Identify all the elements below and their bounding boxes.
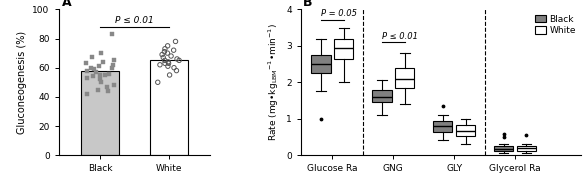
Point [160,47,170,50]
Text: P ≤ 0.01: P ≤ 0.01 [382,32,418,41]
Point [108,33,117,36]
Point [108,66,117,69]
Point [82,76,92,79]
Bar [150,60,188,155]
Point [99,60,108,63]
Point [97,52,106,55]
Point [158,56,168,59]
Point [160,62,170,65]
Point [165,73,174,76]
Point [153,81,163,84]
Text: B: B [303,0,312,9]
Point [83,92,92,95]
Point [104,72,114,75]
Point [166,55,176,58]
Point [109,63,118,66]
Point [89,68,98,71]
PathPatch shape [395,68,414,88]
Point [102,85,112,88]
Point [171,40,180,43]
Bar [81,71,119,155]
Y-axis label: Gluconeogenesis (%): Gluconeogenesis (%) [17,31,27,134]
Point [160,59,170,62]
Point [163,52,172,55]
Text: P ≤ 0.01: P ≤ 0.01 [115,16,154,25]
PathPatch shape [372,90,392,102]
Point [101,73,110,76]
Point [164,60,173,63]
Point [174,59,184,62]
PathPatch shape [311,55,330,73]
Point [155,63,164,66]
Point [93,88,103,91]
Point [169,66,178,69]
Text: A: A [62,0,72,9]
Point [173,57,182,60]
PathPatch shape [517,146,536,151]
Point [164,62,173,65]
Point [87,66,96,69]
Point [87,56,96,59]
Legend: Black, White: Black, White [534,14,576,36]
PathPatch shape [494,146,513,151]
Point [95,73,104,76]
Point [110,84,119,87]
Point [96,81,106,84]
PathPatch shape [334,39,353,59]
Point [160,50,169,53]
Point [92,70,101,73]
Point [104,90,113,93]
Point [163,44,173,47]
Point [82,69,92,72]
Y-axis label: Rate (mg$•$kg$_{\mathrm{LBM}}$$^{-1}$$•$min$^{-1}$): Rate (mg$•$kg$_{\mathrm{LBM}}$$^{-1}$$•$… [266,23,281,141]
Point [81,62,90,65]
Point [109,59,119,62]
Point [94,65,103,68]
PathPatch shape [433,121,453,131]
Point [157,53,167,56]
Point [95,78,104,81]
Point [172,69,181,72]
Point [88,75,97,78]
Text: P = 0.05: P = 0.05 [321,9,357,18]
Point [163,65,173,68]
PathPatch shape [456,125,475,136]
Point [169,49,178,52]
